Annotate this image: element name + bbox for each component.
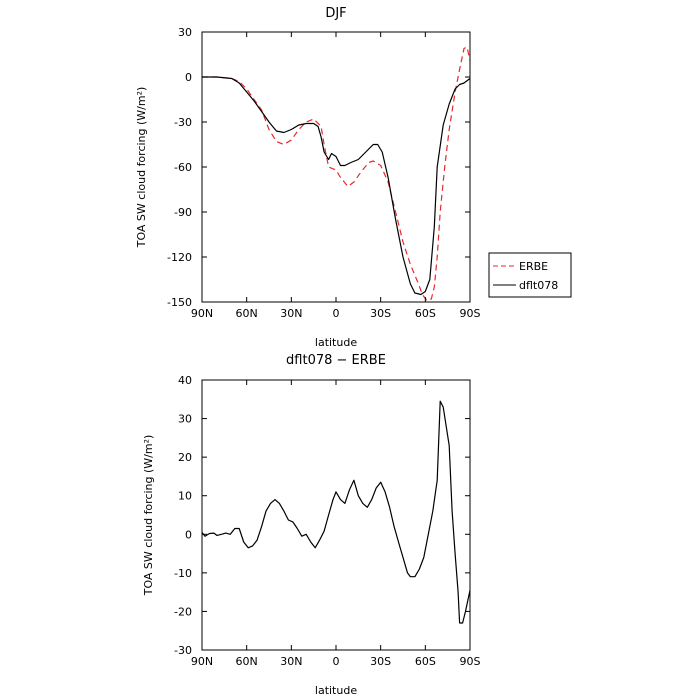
- bottom-y-tick-label: -20: [174, 605, 192, 618]
- top-series-line-dflt078: [202, 76, 471, 296]
- bottom-x-tick-label: 60S: [415, 655, 436, 668]
- legend-frame: [488, 252, 572, 298]
- top-y-tick-label: -150: [167, 296, 192, 309]
- bottom-x-axis-label: latitude: [315, 684, 357, 697]
- top-x-tick-label: 60N: [236, 307, 258, 320]
- top-x-tick-label: 30S: [370, 307, 391, 320]
- bottom-y-tick-label: 40: [178, 374, 192, 387]
- bottom-y-tick-label: -30: [174, 644, 192, 657]
- legend-label-erbe: ERBE: [519, 260, 548, 273]
- top-y-tick-label: -90: [174, 206, 192, 219]
- top-panel-title: DJF: [325, 6, 346, 21]
- bottom-series-line-difference: [201, 400, 471, 624]
- top-y-tick-label: -30: [174, 116, 192, 129]
- bottom-y-axis-label: TOA SW cloud forcing (W/m²): [142, 435, 155, 597]
- bottom-x-tick-label: 90N: [191, 655, 213, 668]
- top-y-tick-label: -120: [167, 251, 192, 264]
- top-plot-frame: [201, 31, 471, 303]
- bottom-plot-frame: [201, 379, 471, 651]
- top-x-tick-label: 60S: [415, 307, 436, 320]
- top-x-axis-label: latitude: [315, 336, 357, 349]
- bottom-y-tick-label: 0: [185, 528, 192, 541]
- top-x-tick-label: 90N: [191, 307, 213, 320]
- bottom-x-tick-label: 30S: [370, 655, 391, 668]
- top-y-tick-label: 0: [185, 71, 192, 84]
- bottom-x-tick-label: 30N: [280, 655, 302, 668]
- bottom-x-tick-label: 60N: [236, 655, 258, 668]
- bottom-ticks: 90N 60N 30N 0 30S 60S 90S 40 30 20 10 0 -10 -20 -30: [174, 374, 480, 668]
- bottom-x-tick-label: 90S: [460, 655, 481, 668]
- top-x-tick-label: 30N: [280, 307, 302, 320]
- djf-panel: DJF 90N 60N 30N 0 30S 60S 90S 30 0 -30 -60 -90 -120 -…: [135, 6, 572, 349]
- top-x-tick-label: 90S: [460, 307, 481, 320]
- difference-panel: dflt078 − ERBE 90N 60N 30N 0 30S 60S 90S 40 30 20…: [142, 353, 481, 697]
- top-y-tick-label: 30: [178, 26, 192, 39]
- bottom-series-group: [201, 400, 471, 624]
- legend: ERBE dflt078: [488, 252, 572, 298]
- top-y-axis-label: TOA SW cloud forcing (W/m²): [135, 87, 148, 249]
- bottom-y-tick-label: 10: [178, 490, 192, 503]
- top-series-line-erbe: [202, 46, 471, 302]
- legend-label-dflt078: dflt078: [519, 279, 558, 292]
- bottom-y-tick-label: -10: [174, 567, 192, 580]
- bottom-x-tick-label: 0: [333, 655, 340, 668]
- top-x-tick-label: 0: [333, 307, 340, 320]
- top-ticks: 90N 60N 30N 0 30S 60S 90S 30 0 -30 -60 -90 -120 -150: [167, 26, 480, 320]
- bottom-panel-title: dflt078 − ERBE: [286, 353, 386, 368]
- bottom-y-tick-label: 20: [178, 451, 192, 464]
- top-series-group: [202, 46, 471, 302]
- top-y-tick-label: -60: [174, 161, 192, 174]
- bottom-y-tick-label: 30: [178, 413, 192, 426]
